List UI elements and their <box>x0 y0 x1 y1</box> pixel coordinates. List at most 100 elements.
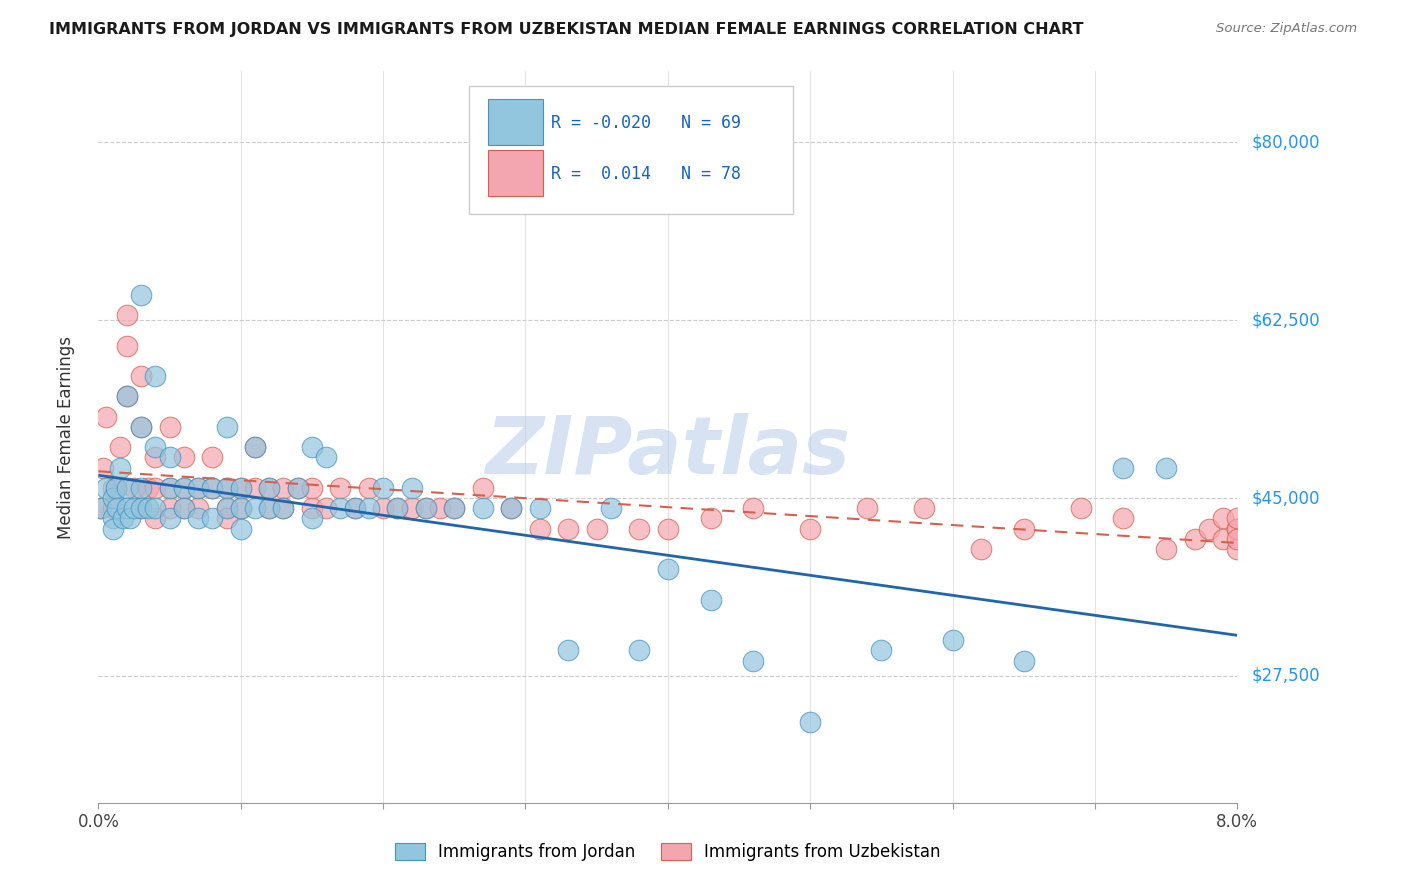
Text: R =  0.014   N = 78: R = 0.014 N = 78 <box>551 165 741 183</box>
Point <box>111 511 134 525</box>
Point <box>215 481 238 495</box>
Point <box>557 643 579 657</box>
Point <box>173 481 195 495</box>
Text: ZIPatlas: ZIPatlas <box>485 413 851 491</box>
Point <box>1112 460 1135 475</box>
Point <box>115 501 138 516</box>
Point <box>1226 511 1249 525</box>
Point <box>129 501 152 516</box>
Y-axis label: Median Female Earnings: Median Female Earnings <box>56 335 75 539</box>
Point <box>187 511 209 525</box>
Point <box>129 420 152 434</box>
Text: $62,500: $62,500 <box>1251 311 1320 329</box>
FancyBboxPatch shape <box>488 151 543 195</box>
Point <box>401 481 423 495</box>
Point <box>129 481 152 495</box>
Point <box>145 450 167 465</box>
Point <box>1226 521 1249 535</box>
Point <box>501 501 523 516</box>
Point <box>91 460 114 475</box>
Point <box>357 481 380 495</box>
Point <box>870 643 893 657</box>
Point <box>357 501 380 516</box>
Point <box>1212 511 1234 525</box>
Point <box>371 501 394 516</box>
Point <box>129 369 152 384</box>
Point <box>101 481 124 495</box>
Point <box>187 481 209 495</box>
Text: $80,000: $80,000 <box>1251 134 1320 152</box>
Text: $27,500: $27,500 <box>1251 667 1320 685</box>
Point <box>145 369 167 384</box>
Point <box>187 501 209 516</box>
Point <box>387 501 409 516</box>
Point <box>699 592 721 607</box>
Point <box>104 481 127 495</box>
Point <box>273 481 295 495</box>
Point <box>401 501 423 516</box>
Point <box>600 501 623 516</box>
Point <box>371 481 394 495</box>
Point <box>259 501 281 516</box>
Point <box>1184 532 1206 546</box>
Point <box>1226 541 1249 556</box>
Point <box>557 521 579 535</box>
Point <box>287 481 309 495</box>
Text: R = -0.020   N = 69: R = -0.020 N = 69 <box>551 113 741 131</box>
Point <box>1154 541 1177 556</box>
Point <box>799 714 821 729</box>
Point <box>259 481 281 495</box>
Point <box>387 501 409 516</box>
FancyBboxPatch shape <box>488 99 543 145</box>
Point <box>343 501 366 516</box>
Point <box>259 481 281 495</box>
Point <box>201 511 224 525</box>
Point <box>501 501 523 516</box>
Point <box>529 501 551 516</box>
Point <box>115 389 138 403</box>
Point <box>105 501 128 516</box>
Point <box>159 481 181 495</box>
Point <box>301 481 323 495</box>
Point <box>229 521 252 535</box>
Point <box>415 501 437 516</box>
Point <box>699 511 721 525</box>
Point <box>742 654 765 668</box>
Point <box>215 511 238 525</box>
Point <box>145 501 167 516</box>
Point <box>1226 532 1249 546</box>
Point <box>229 501 252 516</box>
Point <box>145 440 167 454</box>
Point <box>657 562 679 576</box>
Point <box>243 440 266 454</box>
Point <box>1012 654 1035 668</box>
Point <box>343 501 366 516</box>
Point <box>101 501 124 516</box>
Point <box>173 450 195 465</box>
Point <box>129 420 152 434</box>
Point <box>628 643 651 657</box>
Point <box>136 481 159 495</box>
Point <box>173 481 195 495</box>
Point <box>1070 501 1092 516</box>
Point <box>301 511 323 525</box>
Point <box>657 521 679 535</box>
Point <box>159 481 181 495</box>
Point <box>215 420 238 434</box>
Point <box>329 501 352 516</box>
Point <box>129 501 152 516</box>
Point <box>628 521 651 535</box>
Point <box>115 308 138 322</box>
Point <box>243 481 266 495</box>
Point <box>215 501 238 516</box>
Point <box>118 511 141 525</box>
Point <box>94 409 117 424</box>
Point <box>415 501 437 516</box>
Point <box>529 521 551 535</box>
Point <box>129 288 152 302</box>
Point <box>159 511 181 525</box>
Legend: Immigrants from Jordan, Immigrants from Uzbekistan: Immigrants from Jordan, Immigrants from … <box>388 836 948 868</box>
Point <box>912 501 935 516</box>
Point <box>585 521 607 535</box>
Point <box>243 501 266 516</box>
